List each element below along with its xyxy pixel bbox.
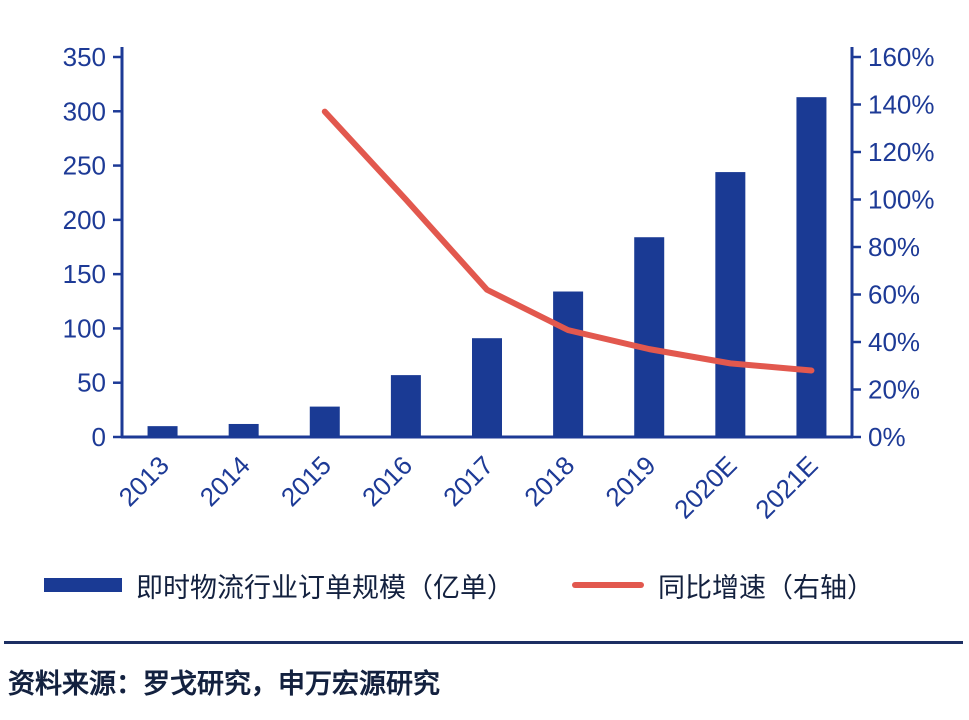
left-axis-tick-label: 300 <box>63 96 106 126</box>
legend-label-orders: 即时物流行业订单规模（亿单） <box>136 572 514 603</box>
right-axis-tick-label: 80% <box>868 232 920 262</box>
x-axis-label-2019: 2019 <box>599 450 661 512</box>
x-axis-label-2015: 2015 <box>275 450 337 512</box>
combo-chart: 0 50 100 150 200 250 300 350 0% 20% 40% 60% 80% 100% 1… <box>63 42 935 524</box>
bar-2013 <box>147 426 178 437</box>
legend-bar-swatch <box>44 578 122 592</box>
right-axis-tick-label: 20% <box>868 375 920 405</box>
chart-legend: 即时物流行业订单规模（亿单） 同比增速（右轴） <box>44 566 874 605</box>
x-axis-label-2020E: 2020E <box>668 450 742 524</box>
bar-2019 <box>634 237 665 437</box>
left-axis-tick-label: 50 <box>77 368 106 398</box>
bar-2018 <box>553 291 584 437</box>
x-axis-label-2013: 2013 <box>113 450 175 512</box>
x-axis-label-2016: 2016 <box>356 450 418 512</box>
bar-2014 <box>228 423 259 437</box>
left-axis-tick-label: 100 <box>63 313 106 343</box>
source-caption: 资料来源：罗戈研究，申万宏源研究 <box>8 669 440 699</box>
bar-2015 <box>309 406 340 437</box>
left-axis-tick-label: 150 <box>63 259 106 289</box>
bar-2017 <box>472 338 502 437</box>
left-axis-tick-label: 250 <box>63 151 106 181</box>
right-axis-tick-label: 140% <box>868 90 935 120</box>
legend-item-growth: 同比增速（右轴） <box>572 566 874 605</box>
left-axis-tick-label: 0 <box>92 422 106 452</box>
divider-line <box>4 641 963 644</box>
bar-2021E <box>796 97 827 438</box>
growth-line <box>321 108 815 374</box>
right-axis-tick-label: 100% <box>868 185 935 215</box>
right-axis-tick-label: 40% <box>868 327 920 357</box>
bar-2020E <box>715 172 746 438</box>
right-axis-tick-label: 0% <box>868 422 906 452</box>
legend-line-swatch <box>572 582 644 588</box>
x-axis-label-2017: 2017 <box>437 450 499 512</box>
legend-label-growth: 同比增速（右轴） <box>658 572 874 603</box>
left-axis-tick-label: 350 <box>63 42 106 72</box>
left-axis-tick-label: 200 <box>63 205 106 235</box>
x-axis-label-2018: 2018 <box>518 450 580 512</box>
x-axis-label-2014: 2014 <box>194 450 256 512</box>
legend-item-orders: 即时物流行业订单规模（亿单） <box>44 566 514 605</box>
x-axis-label-2021E: 2021E <box>749 450 823 524</box>
right-axis-tick-label: 160% <box>868 42 935 72</box>
right-axis-tick-label: 60% <box>868 280 920 310</box>
right-axis-tick-label: 120% <box>868 137 935 167</box>
bar-2016 <box>390 375 421 437</box>
